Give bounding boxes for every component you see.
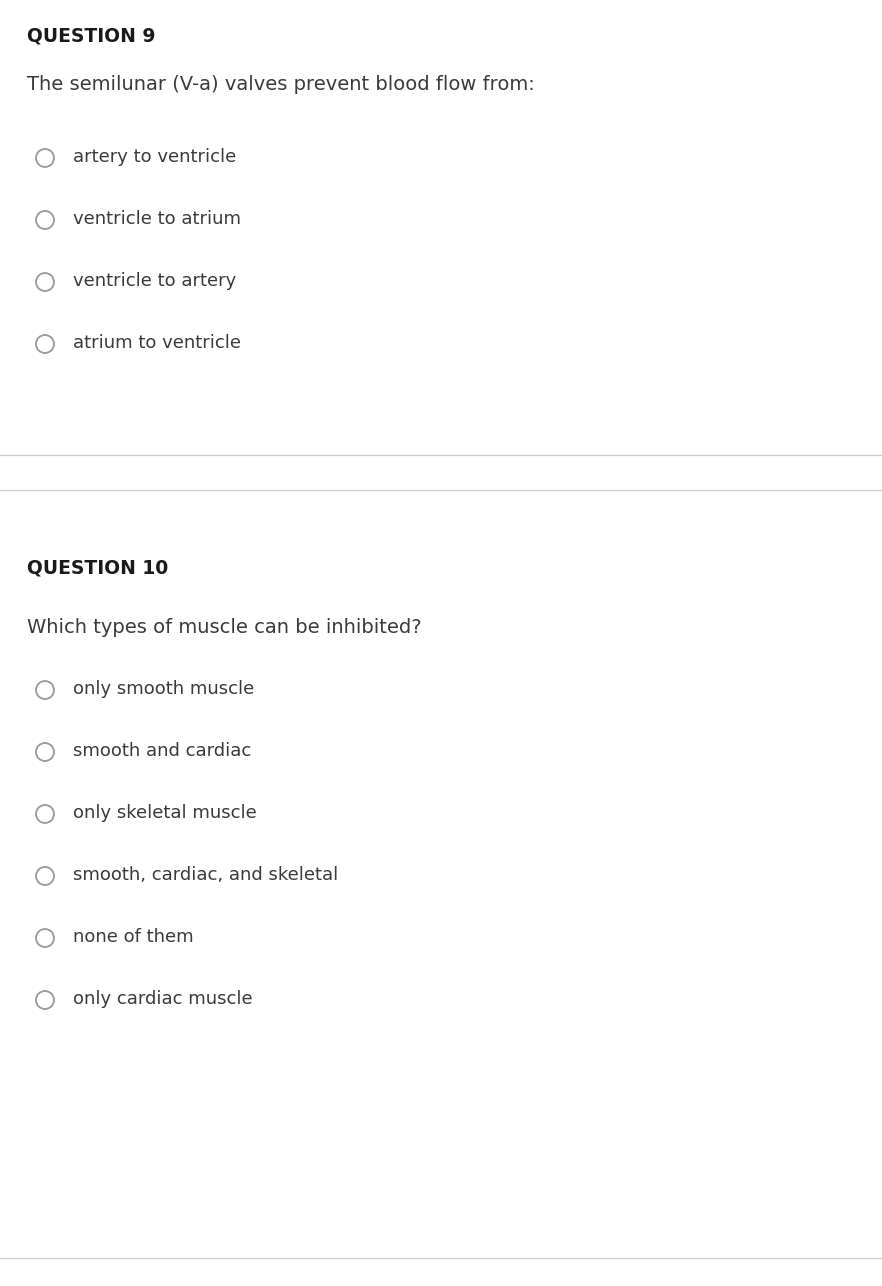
Text: atrium to ventricle: atrium to ventricle (73, 334, 241, 352)
Text: Which types of muscle can be inhibited?: Which types of muscle can be inhibited? (27, 619, 422, 637)
Text: smooth and cardiac: smooth and cardiac (73, 742, 251, 760)
Text: artery to ventricle: artery to ventricle (73, 148, 236, 166)
Text: ventricle to atrium: ventricle to atrium (73, 210, 241, 228)
Text: only cardiac muscle: only cardiac muscle (73, 990, 252, 1008)
Text: none of them: none of them (73, 928, 194, 946)
Text: smooth, cardiac, and skeletal: smooth, cardiac, and skeletal (73, 865, 339, 883)
Text: The semilunar (V-a) valves prevent blood flow from:: The semilunar (V-a) valves prevent blood… (27, 75, 534, 94)
Text: only smooth muscle: only smooth muscle (73, 680, 254, 698)
Text: only skeletal muscle: only skeletal muscle (73, 804, 257, 822)
Text: QUESTION 10: QUESTION 10 (27, 558, 168, 577)
Text: QUESTION 9: QUESTION 9 (27, 27, 155, 46)
Text: ventricle to artery: ventricle to artery (73, 273, 236, 291)
